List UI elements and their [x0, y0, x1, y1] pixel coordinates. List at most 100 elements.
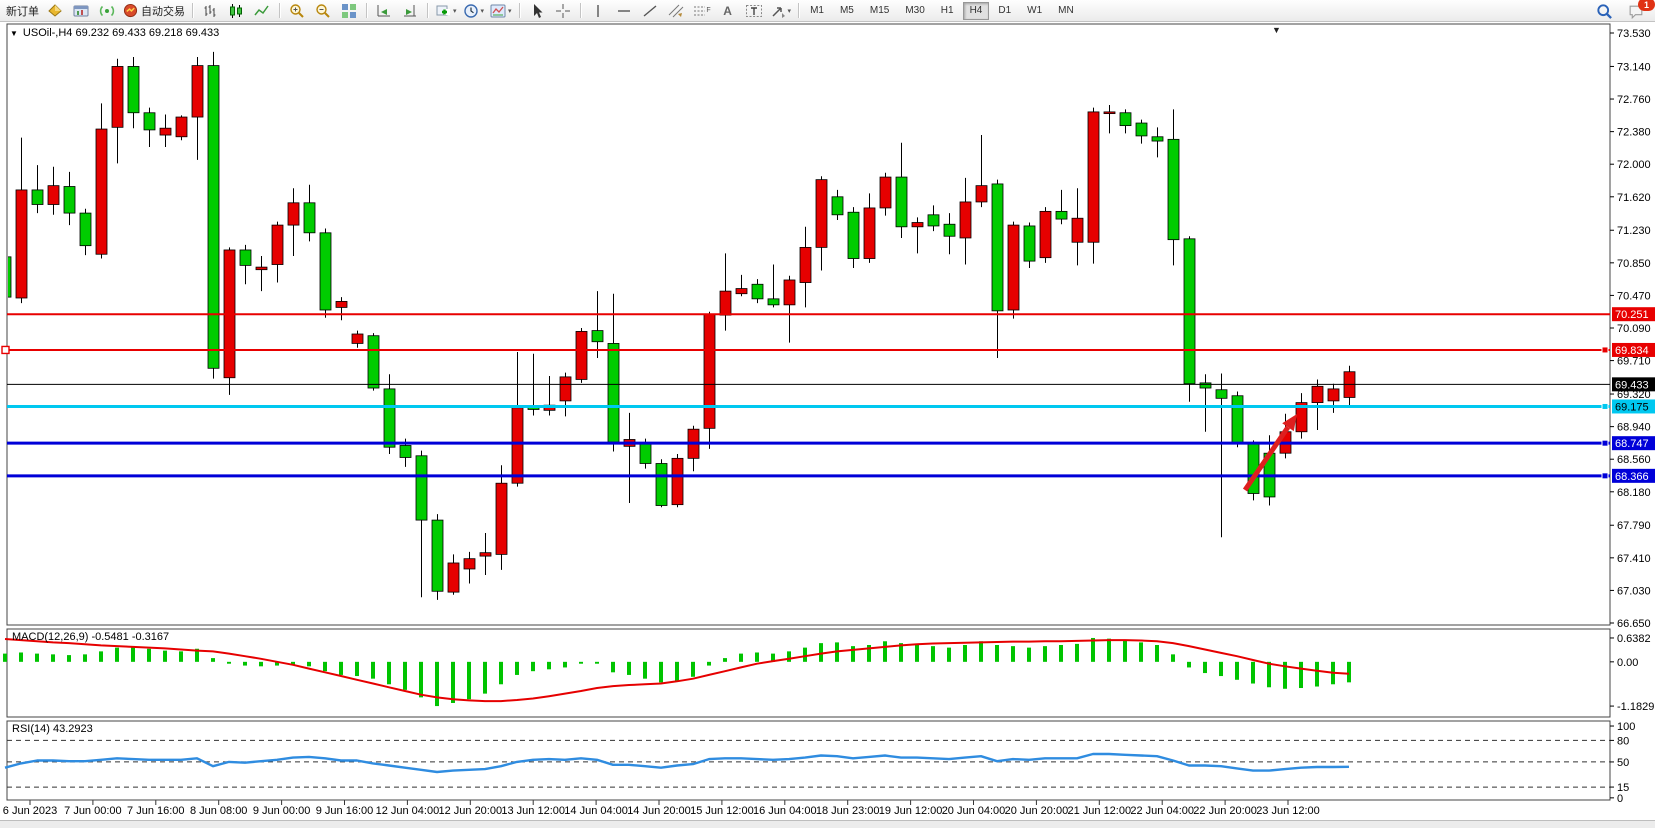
auto-scroll-icon[interactable]	[371, 1, 397, 21]
macd-bar	[483, 661, 487, 694]
macd-bar	[579, 661, 583, 664]
candle	[1087, 111, 1100, 243]
candle	[847, 211, 860, 259]
horizontal-line-tool-icon[interactable]	[611, 1, 637, 21]
macd-bar	[659, 661, 663, 683]
fibonacci-tool-icon[interactable]: F	[689, 1, 715, 21]
candle	[1039, 210, 1052, 259]
candle	[255, 266, 268, 271]
timeframe-button-m15[interactable]: M15	[863, 2, 896, 20]
price-tick-label: 72.760	[1617, 94, 1651, 106]
candle	[799, 246, 812, 283]
template-icon[interactable]: ▾	[487, 1, 515, 21]
panel-border	[6, 720, 1611, 801]
timeframe-button-m30[interactable]: M30	[898, 2, 931, 20]
macd-bar	[1251, 661, 1255, 684]
add-indicator-icon[interactable]: ▾	[432, 1, 460, 21]
shapes-tool-icon[interactable]: ▾	[767, 1, 795, 21]
crosshair-icon[interactable]	[550, 1, 576, 21]
cursor-icon[interactable]	[524, 1, 550, 21]
macd-bar	[979, 641, 983, 662]
macd-bar	[803, 647, 807, 662]
macd-bar	[35, 653, 39, 662]
macd-bar	[451, 661, 455, 703]
label-tool-icon[interactable]	[741, 1, 767, 21]
candle	[1055, 210, 1068, 220]
new-order-button[interactable]: 新订单	[3, 1, 42, 21]
line-anchor[interactable]	[1601, 439, 1609, 447]
line-anchor[interactable]	[1601, 472, 1609, 480]
line-anchor[interactable]	[1601, 346, 1609, 354]
arrow-annotation[interactable]	[1242, 414, 1297, 492]
timeframe-button-mn[interactable]: MN	[1051, 2, 1081, 20]
rsi-tick-label: 15	[1617, 782, 1629, 794]
chart-shift-icon[interactable]	[397, 1, 423, 21]
macd-bar	[1219, 661, 1223, 677]
timeframe-button-h1[interactable]: H1	[934, 2, 961, 20]
line-anchor[interactable]	[1, 345, 10, 355]
macd-bar	[339, 661, 343, 675]
macd-bar	[627, 661, 631, 675]
signal-icon[interactable]	[94, 1, 120, 21]
macd-bar	[547, 661, 551, 670]
period-clock-icon[interactable]: ▾	[460, 1, 488, 21]
price-tick-label: 69.320	[1617, 389, 1651, 401]
time-tick-label: 18 Jun 23:00	[816, 805, 880, 817]
macd-bar	[915, 645, 919, 662]
candle	[991, 183, 1004, 312]
candle	[831, 196, 844, 216]
price-chart-canvas[interactable]: 73.530 73.140 72.760 72.380 72.000 71.620 71.2…	[0, 22, 1655, 820]
price-tag-label: 68.366	[1615, 471, 1649, 483]
candlestick-chart-icon[interactable]	[223, 1, 249, 21]
macd-bar	[691, 661, 695, 677]
ticket-icon[interactable]	[42, 1, 68, 21]
macd-bar	[1315, 661, 1319, 687]
chart-window[interactable]: ▼ USOil-,H4 69.232 69.433 69.218 69.433 …	[0, 22, 1655, 820]
price-tick-label: 67.410	[1617, 553, 1651, 565]
candle	[63, 186, 76, 214]
text-tool-icon[interactable]: A	[723, 3, 732, 18]
candle	[143, 112, 156, 131]
macd-bar	[419, 661, 423, 698]
zoom-in-icon[interactable]	[284, 1, 310, 21]
notifications-icon[interactable]: 1	[1623, 0, 1655, 21]
timeframe-button-m5[interactable]: M5	[833, 2, 861, 20]
timeframe-button-d1[interactable]: D1	[991, 2, 1018, 20]
line-anchor[interactable]	[1601, 402, 1609, 410]
search-icon[interactable]	[1591, 1, 1617, 21]
macd-bar	[1283, 661, 1287, 689]
macd-bar	[899, 643, 903, 662]
candle	[335, 301, 348, 308]
macd-bar	[51, 654, 55, 662]
macd-bar	[147, 648, 151, 662]
terminal-icon[interactable]	[68, 1, 94, 21]
vertical-line-tool-icon[interactable]	[585, 1, 611, 21]
auto-trading-button[interactable]: 自动交易	[120, 1, 188, 21]
price-tick-label: 72.380	[1617, 127, 1651, 139]
timeframe-button-h4[interactable]: H4	[962, 1, 990, 20]
candle	[31, 189, 44, 205]
candle	[79, 212, 92, 247]
macd-bar	[611, 661, 615, 673]
timeframe-button-m1[interactable]: M1	[803, 2, 831, 20]
macd-bar	[307, 661, 311, 667]
timeframe-button-w1[interactable]: W1	[1020, 2, 1049, 20]
price-tick-label: 70.090	[1617, 323, 1651, 335]
bar-chart-icon[interactable]	[197, 1, 223, 21]
price-tick-label: 73.530	[1617, 28, 1651, 40]
macd-bar	[723, 658, 727, 662]
tile-windows-icon[interactable]	[336, 1, 362, 21]
macd-signal-line	[4, 638, 1350, 703]
line-chart-icon[interactable]	[249, 1, 275, 21]
macd-bar	[883, 641, 887, 662]
symbol-dropdown-icon[interactable]: ▼	[10, 28, 18, 38]
price-tag	[1612, 436, 1655, 451]
zoom-out-icon[interactable]	[310, 1, 336, 21]
macd-bar	[1107, 638, 1111, 662]
channel-tool-icon[interactable]	[663, 1, 689, 21]
price-tick-label: 66.650	[1617, 618, 1651, 630]
time-tick-label: 23 Jun 12:00	[1256, 805, 1320, 817]
macd-bar	[131, 646, 135, 662]
trendline-tool-icon[interactable]	[637, 1, 663, 21]
chart-shift-marker-icon[interactable]: ▼	[1272, 25, 1281, 35]
